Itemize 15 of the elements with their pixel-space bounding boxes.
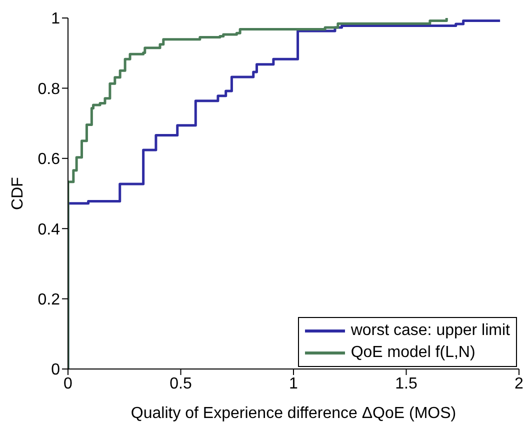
legend-label: QoE model f(L,N) <box>350 343 476 363</box>
y-tick-label: 0 <box>51 362 60 379</box>
legend-label: worst case: upper limit <box>350 321 510 341</box>
x-tick-label: 1 <box>289 375 298 392</box>
x-tick-label: 1.5 <box>395 375 418 392</box>
x-tick-label: 0.5 <box>170 375 192 392</box>
y-tick-label: 0.6 <box>38 151 60 168</box>
x-axis-title: Quality of Experience difference ΔQoE (MOS) <box>130 405 456 422</box>
y-tick-label: 1 <box>51 10 60 28</box>
x-tick-label: 2 <box>514 375 524 392</box>
y-tick-label: 0.4 <box>38 221 60 238</box>
y-tick-label: 0.2 <box>38 291 60 308</box>
x-tick-label: 0 <box>64 375 73 392</box>
y-tick-label: 0.8 <box>38 80 60 98</box>
y-axis-title: CDF <box>10 176 27 210</box>
